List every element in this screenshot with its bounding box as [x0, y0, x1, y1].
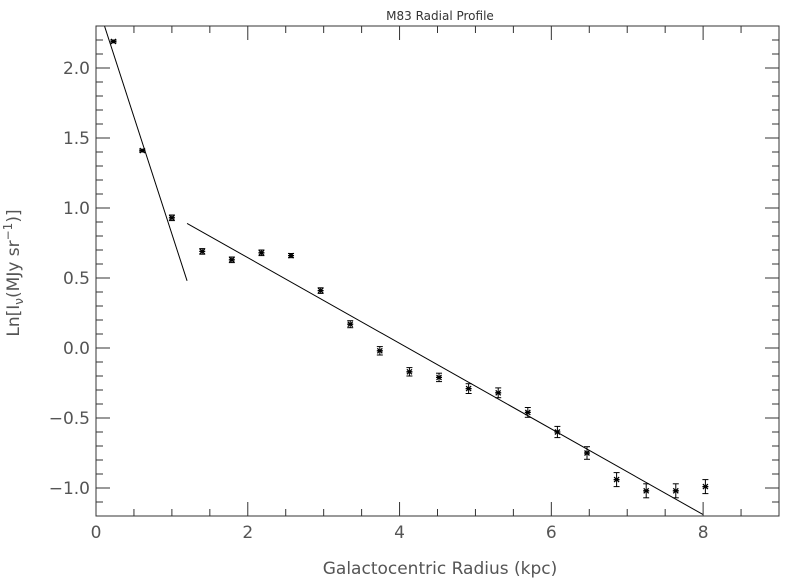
y-axis-title-sup: −1: [1, 223, 15, 241]
data-point: [465, 383, 472, 394]
data-point: [584, 446, 591, 460]
point-marker: [495, 389, 502, 396]
data-point: [376, 346, 383, 356]
x-tick-label: 6: [546, 523, 557, 543]
data-point: [168, 214, 175, 222]
axis-ticks: [95, 25, 780, 517]
x-tick-label: 8: [698, 523, 709, 543]
y-tick-label: 0.0: [63, 339, 90, 359]
point-marker: [139, 147, 146, 154]
data-point: [258, 249, 265, 257]
point-marker: [228, 256, 235, 263]
data-point: [406, 367, 413, 377]
x-tick-label: 4: [394, 523, 405, 543]
fit-line: [103, 26, 188, 281]
point-marker: [288, 252, 295, 259]
y-axis-title-middle: (MJy sr: [4, 240, 24, 298]
y-axis-title-prefix: Ln[I: [4, 305, 24, 337]
point-marker: [110, 38, 117, 45]
point-marker: [406, 368, 413, 375]
data-points: [110, 38, 709, 499]
point-marker: [702, 483, 709, 490]
y-tick-label: 0.5: [63, 269, 90, 289]
data-point: [199, 248, 206, 255]
data-point: [495, 387, 502, 399]
y-axis-title-suffix: )]: [4, 209, 24, 222]
point-marker: [643, 487, 650, 494]
data-point: [110, 38, 117, 45]
plot-frame: [95, 25, 780, 517]
data-point: [702, 479, 709, 495]
data-point: [436, 372, 443, 383]
point-marker: [376, 347, 383, 354]
point-marker: [584, 450, 591, 456]
data-point: [524, 407, 531, 418]
point-marker: [465, 385, 472, 392]
point-marker: [258, 249, 265, 256]
chart-title: M83 Radial Profile: [386, 9, 494, 23]
y-axis-title: Ln[Iν(MJy sr−1)]: [1, 209, 26, 336]
y-tick-label: 1.0: [63, 199, 90, 219]
point-marker: [524, 409, 531, 416]
data-point: [613, 472, 620, 488]
data-point: [672, 483, 679, 499]
point-marker: [168, 214, 175, 221]
data-point: [228, 256, 235, 264]
point-marker: [317, 287, 324, 294]
x-tick-label: 2: [242, 523, 253, 543]
data-point: [554, 425, 561, 439]
point-marker: [554, 429, 561, 435]
x-tick-label: 0: [91, 523, 102, 543]
x-axis-title: Galactocentric Radius (kpc): [323, 559, 558, 579]
fit-line: [186, 222, 704, 516]
data-point: [643, 483, 650, 499]
data-point: [347, 320, 354, 329]
data-point: [139, 147, 146, 154]
y-tick-label: 1.5: [63, 129, 90, 149]
point-marker: [436, 374, 443, 381]
y-tick-label: −1.0: [49, 479, 90, 499]
y-tick-label: −0.5: [49, 409, 90, 429]
tick-labels: 0 2 4 6 8 −1.0 −0.5 0.0 0.5 1.0 1.5 2.0: [49, 59, 709, 543]
point-marker: [347, 321, 354, 328]
fit-lines: [103, 26, 704, 516]
point-marker: [613, 476, 620, 483]
data-point: [288, 252, 295, 259]
point-marker: [672, 487, 679, 494]
data-point: [317, 287, 324, 294]
point-marker: [199, 248, 206, 255]
y-axis-title-sub: ν: [12, 298, 26, 305]
y-tick-label: 2.0: [63, 59, 90, 79]
